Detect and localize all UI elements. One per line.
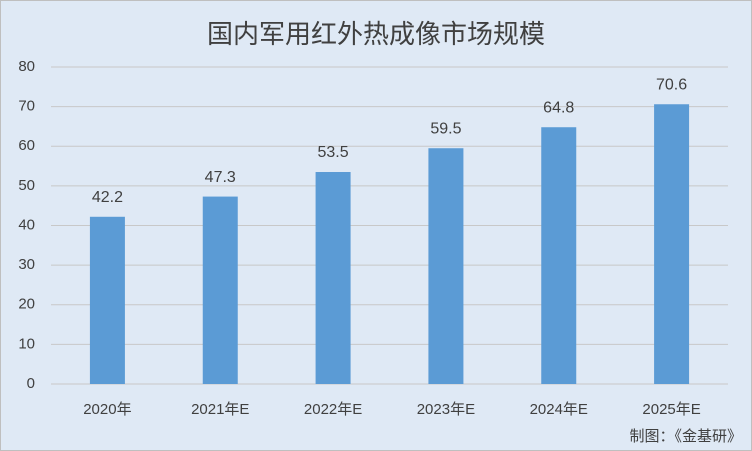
data-label: 47.3 <box>205 169 236 186</box>
chart-title: 国内军用红外热成像市场规模 <box>207 19 545 49</box>
bar <box>315 172 351 384</box>
y-tick-label: 20 <box>18 296 35 313</box>
bar <box>202 196 238 384</box>
y-tick-label: 40 <box>18 216 35 233</box>
y-tick-label: 80 <box>18 58 35 75</box>
data-label: 59.5 <box>430 120 461 137</box>
bar <box>541 127 577 384</box>
y-tick-label: 50 <box>18 177 35 194</box>
y-tick-label: 30 <box>18 256 35 273</box>
x-tick-label: 2022年E <box>304 401 362 418</box>
y-tick-label: 0 <box>27 375 35 392</box>
data-label: 42.2 <box>92 189 123 206</box>
y-tick-label: 70 <box>18 98 35 115</box>
y-tick-label: 10 <box>18 335 35 352</box>
bar <box>428 148 464 384</box>
bar <box>89 216 125 384</box>
x-tick-label: 2020年 <box>83 401 131 418</box>
source-note: 制图：《金基研》 <box>629 428 742 445</box>
data-label: 53.5 <box>318 144 349 161</box>
bar <box>654 104 690 384</box>
x-tick-label: 2023年E <box>417 401 475 418</box>
x-tick-label: 2024年E <box>530 401 588 418</box>
x-tick-label: 2021年E <box>191 401 249 418</box>
y-tick-label: 60 <box>18 137 35 154</box>
x-tick-label: 2025年E <box>642 401 700 418</box>
data-label: 64.8 <box>543 99 574 116</box>
data-label: 70.6 <box>656 76 687 93</box>
